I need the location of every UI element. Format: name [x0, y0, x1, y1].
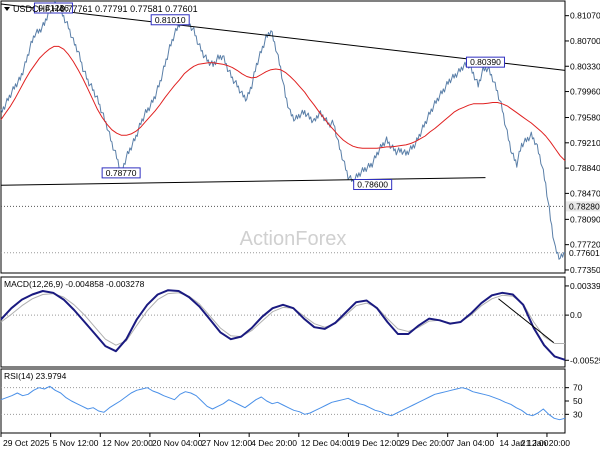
rsi-plot: 70 50 30: [0, 383, 583, 421]
price-tick-label: 0.78470: [570, 188, 600, 198]
rsi-tick-label: 30: [573, 409, 583, 419]
level-badge-label: 0.78280: [569, 201, 600, 211]
price-annotation-box: [465, 56, 505, 68]
price-tick-label: 0.77350: [570, 265, 600, 275]
price-tick-label: 0.79960: [570, 87, 600, 97]
dropdown-triangle-icon[interactable]: [4, 7, 10, 11]
rsi-label: RSI(14) 23.9794: [4, 371, 67, 381]
time-tick-label: 5 Nov 12:00: [53, 438, 99, 448]
price-annotation-box: [353, 179, 393, 191]
time-tick-label: 29 Dec 20:00: [400, 438, 451, 448]
price-tick-label: 0.80700: [570, 36, 600, 46]
rsi-tick-label: 50: [573, 396, 583, 406]
price-annotation-box: [101, 167, 141, 179]
price-tick-label: 0.78840: [570, 163, 600, 173]
macd-tick-label: -0.005251: [570, 355, 600, 365]
current-price-badge-box: [566, 247, 600, 258]
macd-signal-series: [0, 292, 565, 346]
time-tick-label: 12 Nov 20:00: [102, 438, 153, 448]
price-tick-label: 0.78090: [570, 214, 600, 224]
price-annotation-label: 0.78600: [357, 180, 388, 190]
price-annotation-label: 0.81236: [38, 3, 69, 13]
rsi-tick-label: 70: [573, 383, 583, 393]
macd-trendline: [498, 298, 555, 344]
rsi-series: [0, 385, 566, 421]
rsi-panel: [0, 368, 566, 434]
macd-series: [0, 289, 566, 361]
price-tick-label: 0.79580: [570, 113, 600, 123]
price-annotation-label: 0.81010: [155, 15, 186, 25]
price-annotation-box: [33, 2, 73, 14]
current-price-badge-label: 0.77601: [569, 248, 600, 258]
price-panel: [0, 0, 566, 274]
symbol-header[interactable]: USDCHF,H4 0.77761 0.77791 0.77581 0.7760…: [4, 4, 198, 14]
price-tick-label: 0.77720: [570, 240, 600, 250]
macd-plot: 0.003394 0.0 -0.005251: [0, 281, 600, 365]
price-plot: 0.81236 0.81010 0.78770 0.78600 0.80390 0.782…: [0, 1, 600, 260]
price-axis: 0.81070 0.80700 0.80330 0.79960 0.79580 0.792…: [565, 11, 600, 275]
macd-tick-label: 0.0: [570, 310, 582, 320]
time-tick-label: 4 Dec 20:00: [251, 438, 297, 448]
time-tick-label: 20 Nov 04:00: [152, 438, 203, 448]
macd-panel: [0, 276, 566, 368]
price-tick-label: 0.79210: [570, 138, 600, 148]
trendline: [0, 177, 486, 186]
ohlc-values: 0.77761 0.77791 0.77581 0.77601: [60, 4, 198, 14]
macd-tick-label: 0.003394: [570, 281, 600, 291]
time-tick-label: 19 Dec 12:00: [350, 438, 401, 448]
moving-average-series: [0, 45, 566, 161]
time-tick-label: 21 Jan 20:00: [521, 438, 570, 448]
watermark: ActionForex: [240, 228, 347, 250]
price-annotation-box: [150, 14, 190, 26]
time-tick-label: 27 Nov 12:00: [202, 438, 253, 448]
time-tick-label: 14 Jan 12:00: [499, 438, 548, 448]
time-tick-label: 7 Jan 04:00: [450, 438, 495, 448]
price-annotation-label: 0.78770: [106, 168, 137, 178]
level-badge-box: [566, 201, 600, 212]
symbol-label: USDCHF,H4: [13, 4, 64, 14]
macd-label: MACD(12,26,9) -0.004858 -0.003278: [4, 279, 145, 289]
price-tick-label: 0.81070: [570, 11, 600, 21]
time-tick-label: 12 Dec 04:00: [301, 438, 352, 448]
time-tick-label: 29 Oct 2025: [3, 438, 50, 448]
price-tick-label: 0.80330: [570, 61, 600, 71]
time-axis: 29 Oct 2025 5 Nov 12:00 12 Nov 20:00 20 Nov…: [0, 433, 570, 448]
price-annotation-label: 0.80390: [470, 57, 501, 67]
